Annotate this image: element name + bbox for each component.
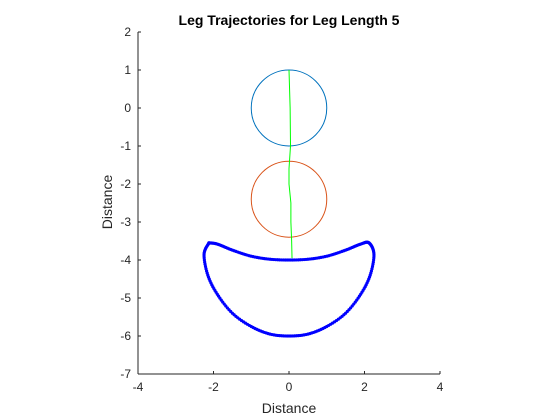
leg-line	[288, 69, 293, 259]
x-tick-label: 2	[361, 380, 368, 394]
y-tick-label: -3	[120, 215, 131, 229]
x-axis-label: Distance	[262, 400, 317, 416]
y-tick-label: -6	[120, 329, 131, 343]
y-tick-label: -1	[120, 139, 131, 153]
circle-trajectory-2	[250, 160, 328, 238]
y-axis-label: Distance	[99, 175, 115, 230]
x-tick-label: -4	[133, 380, 144, 394]
y-tick-label: -2	[120, 177, 131, 191]
plot-area	[202, 69, 376, 338]
y-tick-label: -5	[120, 291, 131, 305]
y-tick-label: -4	[120, 253, 131, 267]
foot-trajectory-point	[207, 241, 211, 245]
y-tick-label: -7	[120, 367, 131, 381]
y-tick-label: 2	[124, 25, 131, 39]
x-tick-label: -2	[208, 380, 219, 394]
x-tick-label: 4	[437, 380, 444, 394]
y-tick-label: 1	[124, 63, 131, 77]
y-axis-ticks: 2 1 0 -1 -2 -3 -4 -5 -6 -7	[120, 25, 141, 381]
foot-trajectory-line	[203, 241, 375, 337]
chart-title: Leg Trajectories for Leg Length 5	[179, 12, 400, 28]
y-tick-label: 0	[124, 101, 131, 115]
x-tick-label: 0	[286, 380, 293, 394]
